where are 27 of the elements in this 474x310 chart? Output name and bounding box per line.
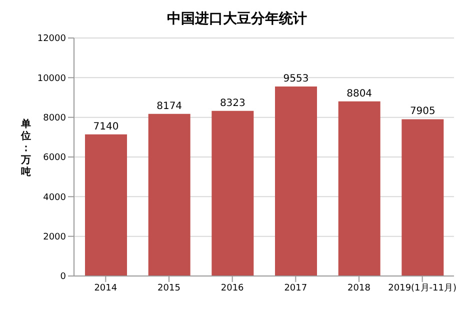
data-label: 7140	[93, 121, 119, 132]
x-tick-label: 2018	[348, 283, 371, 294]
bar	[148, 114, 190, 276]
bar	[338, 101, 380, 276]
y-tick-label: 4000	[43, 192, 66, 203]
bar	[402, 119, 444, 276]
y-tick-label: 2000	[43, 232, 66, 243]
bar	[85, 134, 127, 276]
y-tick-label: 0	[60, 272, 66, 282]
y-tick-label: 8000	[43, 114, 66, 124]
y-tick-label: 12000	[37, 34, 66, 44]
x-tick-label: 2016	[220, 283, 244, 294]
y-tick-label: 6000	[43, 153, 66, 164]
data-label: 9553	[283, 74, 309, 85]
chart-title: 中国进口大豆分年统计	[166, 10, 308, 29]
data-label: 8323	[220, 98, 246, 109]
data-label: 8804	[346, 88, 372, 100]
x-tick-label: 2019(1月-11月)	[388, 283, 457, 294]
x-tick-label: 2017	[284, 283, 308, 294]
bar	[212, 110, 254, 276]
y-axis-title: 单位：万吨	[20, 118, 31, 178]
x-tick-label: 2015	[158, 283, 180, 294]
data-label: 7905	[410, 106, 436, 118]
data-label: 8174	[156, 100, 182, 112]
bar	[275, 86, 317, 276]
x-tick-label: 2014	[94, 283, 118, 294]
y-tick-label: 10000	[37, 74, 66, 84]
